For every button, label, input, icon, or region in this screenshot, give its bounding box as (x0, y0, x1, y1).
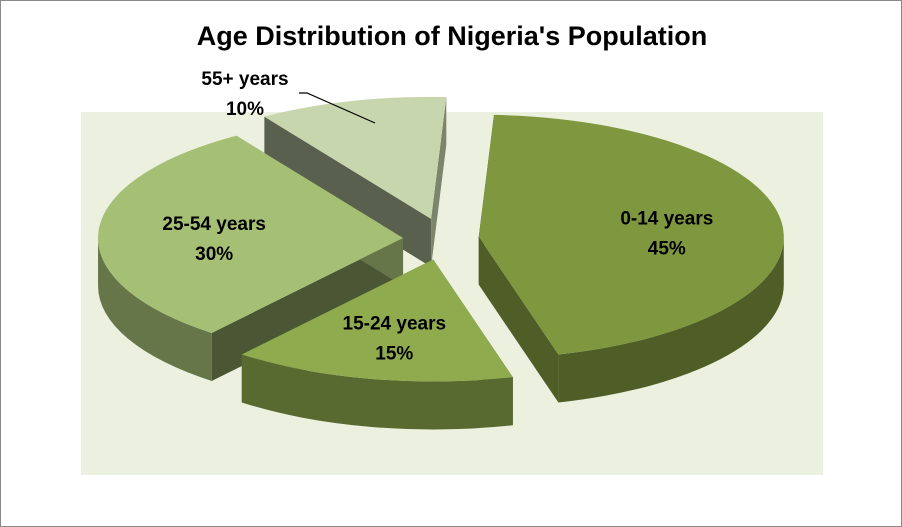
slice-category-label: 0-14 years (620, 209, 713, 230)
pie-slices (98, 96, 784, 430)
slice-top (478, 114, 784, 355)
slice-outer-wall (241, 354, 513, 430)
chart-title: Age Distribution of Nigeria's Population (196, 21, 708, 51)
slice-category-label: 55+ years (201, 69, 288, 90)
slice-outer-wall (98, 237, 212, 381)
slice-value-label: 15% (375, 343, 413, 364)
slice-category-label: 25-54 years (162, 214, 266, 235)
slice-top (264, 96, 447, 219)
slice-value-label: 30% (195, 244, 233, 265)
slice-value-label: 45% (648, 239, 686, 260)
leader-line (299, 92, 376, 124)
slice-wall (431, 96, 447, 267)
slice-wall (478, 236, 559, 403)
slice-wall (264, 116, 432, 267)
pie-slice-55-years (264, 96, 447, 267)
slice-value-label: 10% (226, 99, 264, 120)
slice-top (98, 135, 404, 333)
slice-wall (211, 237, 404, 381)
slice-top (241, 259, 513, 382)
pie-slice-15-24-years (241, 259, 513, 430)
slice-outer-wall (558, 236, 784, 403)
slice-category-label: 15-24 years (343, 313, 447, 334)
slice-labels: 0-14 years 45% 15-24 years 15% 25-54 years 30… (162, 69, 713, 364)
pie-slice-25-54-years (98, 135, 404, 381)
pie-slice-0-14-years (478, 114, 784, 403)
